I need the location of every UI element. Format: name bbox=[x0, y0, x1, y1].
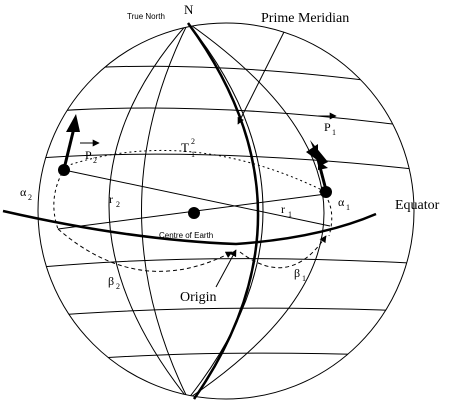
t-subscript: 1 bbox=[191, 150, 195, 159]
latitude-line bbox=[38, 107, 414, 129]
longitude-line bbox=[141, 23, 189, 399]
longitude-line bbox=[108, 23, 189, 399]
latitude-line bbox=[49, 352, 406, 363]
prime-meridian-pointer bbox=[237, 31, 285, 125]
alpha2-label: α bbox=[20, 185, 27, 199]
r2-subscript: 2 bbox=[116, 200, 120, 209]
beta1-arc bbox=[239, 235, 327, 269]
longitude-line bbox=[187, 23, 264, 399]
beta1-label: β bbox=[294, 266, 300, 280]
centre-point bbox=[188, 207, 200, 219]
latitude-line bbox=[38, 153, 414, 173]
origin-label: Origin bbox=[180, 290, 217, 305]
p1-label: P bbox=[324, 120, 331, 134]
alpha1-label: α bbox=[338, 195, 345, 209]
alpha1-subscript: 1 bbox=[346, 203, 350, 212]
equator-label: Equator bbox=[395, 198, 440, 213]
latitude-line bbox=[38, 307, 414, 319]
beta2-arc bbox=[57, 228, 233, 272]
centre-label: Centre of Earth bbox=[159, 231, 213, 240]
p2-vector-arrow bbox=[62, 114, 80, 170]
p1-subscript: 1 bbox=[332, 128, 336, 137]
equator-line bbox=[2, 209, 377, 246]
diameter-line bbox=[63, 169, 331, 227]
prime-meridian-label: Prime Meridian bbox=[261, 11, 349, 26]
beta1-subscript: 1 bbox=[302, 274, 306, 283]
r1-subscript: 1 bbox=[288, 210, 292, 219]
beta2-subscript: 2 bbox=[116, 282, 120, 291]
latitude-line bbox=[38, 258, 414, 271]
t-label: T bbox=[181, 140, 189, 155]
p2-subscript: 2 bbox=[93, 156, 97, 165]
r1-label: r bbox=[281, 202, 285, 216]
alpha1-arc bbox=[327, 199, 333, 237]
beta2-label: β bbox=[108, 274, 114, 288]
p1-vector-arrow bbox=[306, 140, 328, 191]
north-label: N bbox=[184, 2, 194, 17]
alpha2-arc bbox=[53, 172, 63, 230]
t-superscript: 2 bbox=[191, 137, 195, 146]
globe-outline bbox=[37, 22, 415, 400]
great-circle-arc bbox=[65, 150, 327, 193]
true-north-label: True North bbox=[127, 12, 165, 21]
prime-meridian-line bbox=[186, 22, 260, 400]
origin-pointer bbox=[215, 249, 237, 288]
longitude-line bbox=[187, 23, 325, 399]
p2-label: P bbox=[85, 148, 92, 162]
point-1 bbox=[320, 186, 332, 198]
point-2 bbox=[58, 164, 70, 176]
alpha2-subscript: 2 bbox=[28, 193, 32, 202]
r2-label: r bbox=[109, 192, 113, 206]
